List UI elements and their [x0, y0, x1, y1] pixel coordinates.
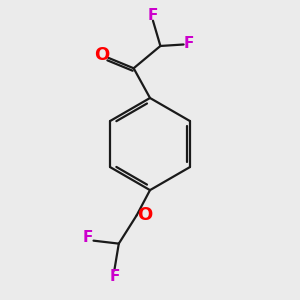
Text: O: O: [137, 206, 153, 224]
Text: F: F: [83, 230, 93, 245]
Text: F: F: [184, 35, 194, 50]
Text: O: O: [94, 46, 110, 64]
Text: F: F: [148, 8, 158, 23]
Text: F: F: [109, 269, 119, 284]
